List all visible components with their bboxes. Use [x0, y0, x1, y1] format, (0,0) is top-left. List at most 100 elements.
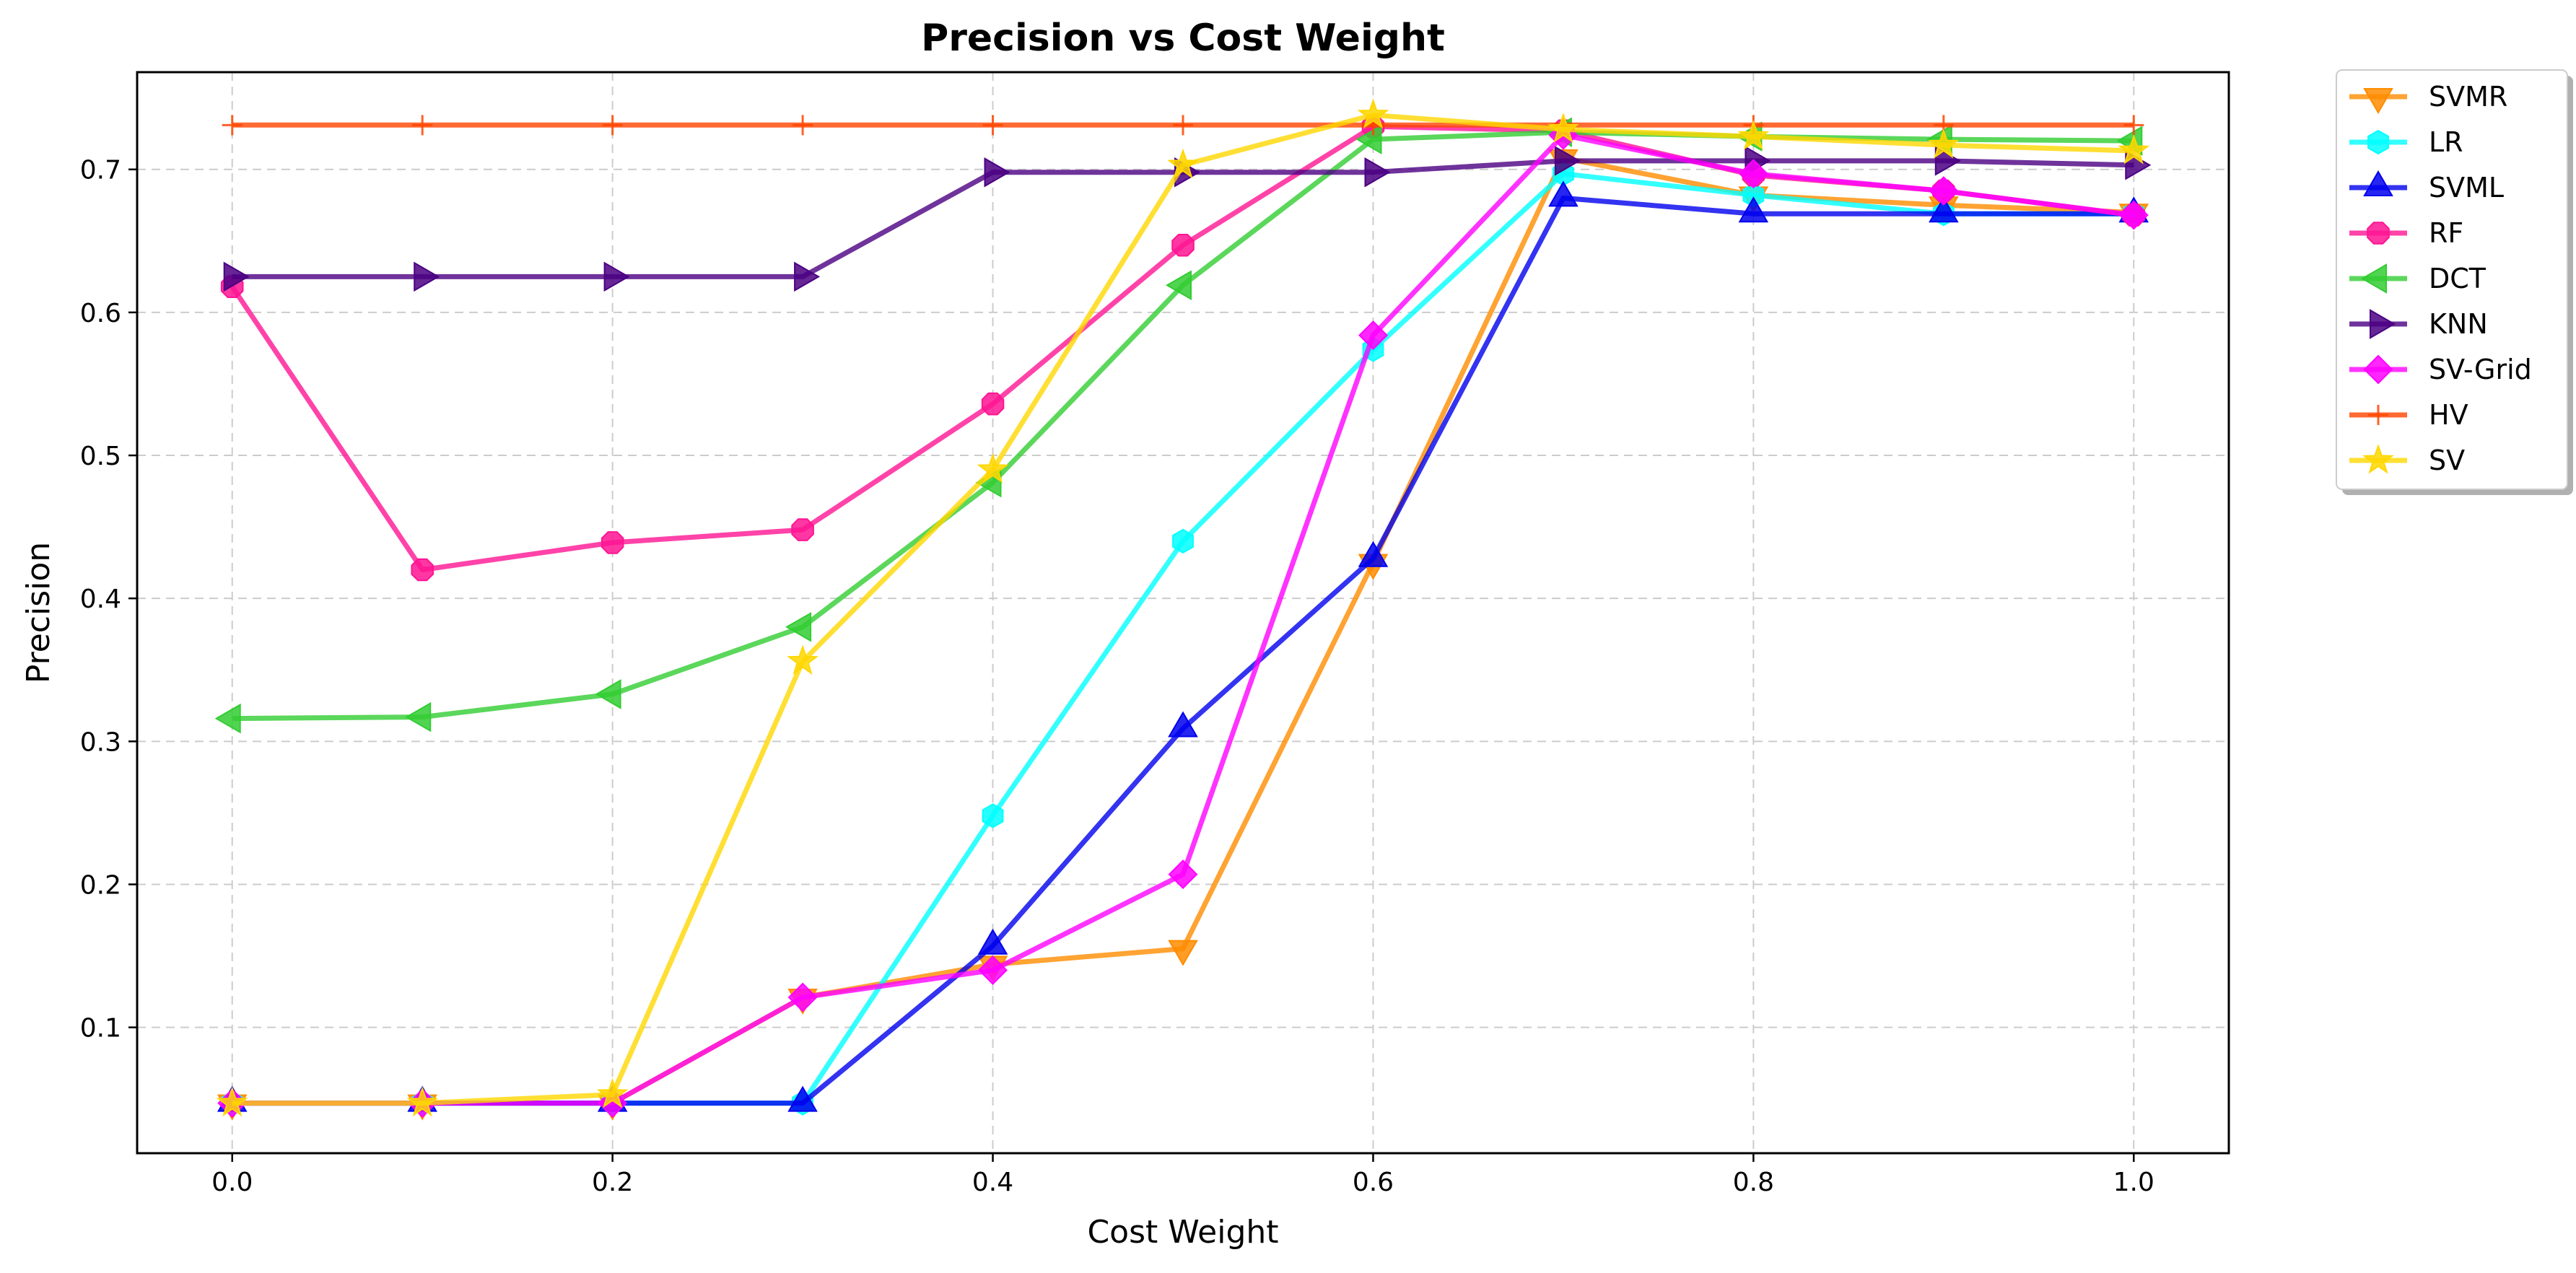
data-point	[1554, 146, 1581, 176]
legend-item-hv: HV	[2349, 399, 2468, 431]
legend-item-sv: SV	[2349, 443, 2465, 476]
data-point	[1173, 115, 1193, 136]
series-svml	[217, 180, 2149, 1112]
legend-item-sv-grid: SV-Grid	[2349, 354, 2532, 385]
data-point	[1168, 711, 1198, 738]
legend-item-lr: LR	[2349, 126, 2463, 158]
data-point	[787, 982, 818, 1012]
series-svmr	[217, 149, 2149, 1121]
legend-swatch-marker	[2363, 170, 2393, 196]
data-point	[1165, 270, 1192, 301]
data-point	[1548, 180, 1579, 207]
data-point	[223, 261, 250, 292]
data-point	[982, 115, 1003, 136]
data-point	[595, 679, 621, 709]
legend-label: KNN	[2429, 308, 2488, 340]
x-tick-label: 0.0	[211, 1168, 253, 1197]
y-tick-label: 0.3	[80, 727, 121, 757]
series-line	[230, 123, 2134, 573]
data-point	[411, 558, 434, 582]
legend-item-dct: DCT	[2349, 263, 2487, 294]
legend-label: LR	[2429, 126, 2463, 158]
data-point	[977, 452, 1009, 484]
data-point	[785, 612, 812, 642]
data-point	[787, 1085, 818, 1112]
series-dct	[214, 117, 2143, 734]
legend-label: DCT	[2429, 263, 2487, 294]
x-tick-label: 0.2	[592, 1168, 633, 1197]
data-point	[601, 531, 624, 554]
y-tick-label: 0.5	[80, 442, 121, 471]
grid	[137, 72, 2229, 1153]
data-point	[1738, 159, 1768, 189]
x-tick-label: 0.6	[1353, 1168, 1394, 1197]
data-point	[1172, 528, 1194, 554]
data-point	[596, 1077, 629, 1108]
legend-label: RF	[2429, 217, 2463, 249]
legend-swatch-marker	[2362, 443, 2394, 474]
legend-swatch-marker	[2367, 129, 2389, 155]
data-point	[602, 115, 623, 136]
data-point	[214, 703, 241, 734]
data-point	[978, 955, 1008, 985]
chart-title: Precision vs Cost Weight	[921, 17, 1445, 60]
data-point	[412, 115, 433, 136]
data-point	[1547, 113, 1579, 143]
series-line	[232, 195, 2134, 1106]
data-point	[406, 1086, 439, 1117]
series-sv	[216, 98, 2150, 1117]
legend-item-rf: RF	[2349, 217, 2463, 249]
y-axis-label: Precision	[20, 542, 57, 683]
x-tick-label: 0.4	[972, 1168, 1013, 1197]
legend-item-svml: SVML	[2349, 170, 2504, 204]
data-point	[222, 115, 243, 136]
data-point	[1738, 196, 1769, 223]
y-tick-label: 0.7	[80, 156, 121, 185]
legend-label: SVMR	[2429, 81, 2507, 113]
data-point	[1364, 157, 1391, 188]
data-point	[1171, 234, 1195, 257]
y-tick-label: 0.6	[80, 299, 121, 328]
data-point	[1358, 320, 1388, 351]
data-point	[1927, 128, 1960, 159]
data-point	[791, 518, 814, 541]
data-point	[2118, 200, 2149, 230]
legend-swatch-marker	[2368, 405, 2388, 425]
data-point	[787, 644, 819, 675]
legend-label: HV	[2429, 399, 2468, 431]
data-point	[794, 261, 821, 292]
y-axis: 0.1 0.2 0.3 0.4 0.5 0.6 0.7	[80, 156, 137, 1044]
data-point	[414, 261, 440, 292]
legend: SVMR LR SVML RF DCT KNN SV-Grid HV SV	[2336, 69, 2573, 495]
legend-swatch-marker	[2363, 354, 2393, 385]
data-point	[1168, 940, 1198, 966]
legend-swatch-marker	[2361, 263, 2387, 294]
data-point	[405, 701, 432, 732]
data-point	[603, 261, 630, 292]
legend-box	[2336, 69, 2568, 490]
legend-swatch-marker	[2370, 309, 2396, 339]
series-lr	[221, 161, 2145, 1116]
legend-item-knn: KNN	[2349, 308, 2488, 340]
y-tick-label: 0.1	[80, 1014, 121, 1044]
legend-swatch-marker	[2363, 88, 2393, 114]
series-hv	[222, 115, 2144, 136]
data-point	[793, 115, 813, 136]
data-point	[1929, 176, 1959, 206]
data-point	[1358, 541, 1389, 567]
legend-label: SV	[2429, 445, 2465, 476]
data-point	[2123, 115, 2144, 136]
data-point	[2118, 134, 2150, 165]
series-sv-grid	[217, 120, 2149, 1119]
legend-item-svmr: SVMR	[2349, 81, 2507, 114]
legend-label: SVML	[2429, 172, 2504, 204]
data-point	[216, 1086, 248, 1117]
x-tick-label: 1.0	[2113, 1168, 2154, 1197]
data-point	[982, 803, 1004, 828]
data-point	[1737, 120, 1770, 150]
y-tick-label: 0.4	[80, 585, 121, 614]
data-point	[1167, 148, 1199, 179]
data-point	[1357, 98, 1389, 129]
series-line	[232, 129, 2134, 722]
